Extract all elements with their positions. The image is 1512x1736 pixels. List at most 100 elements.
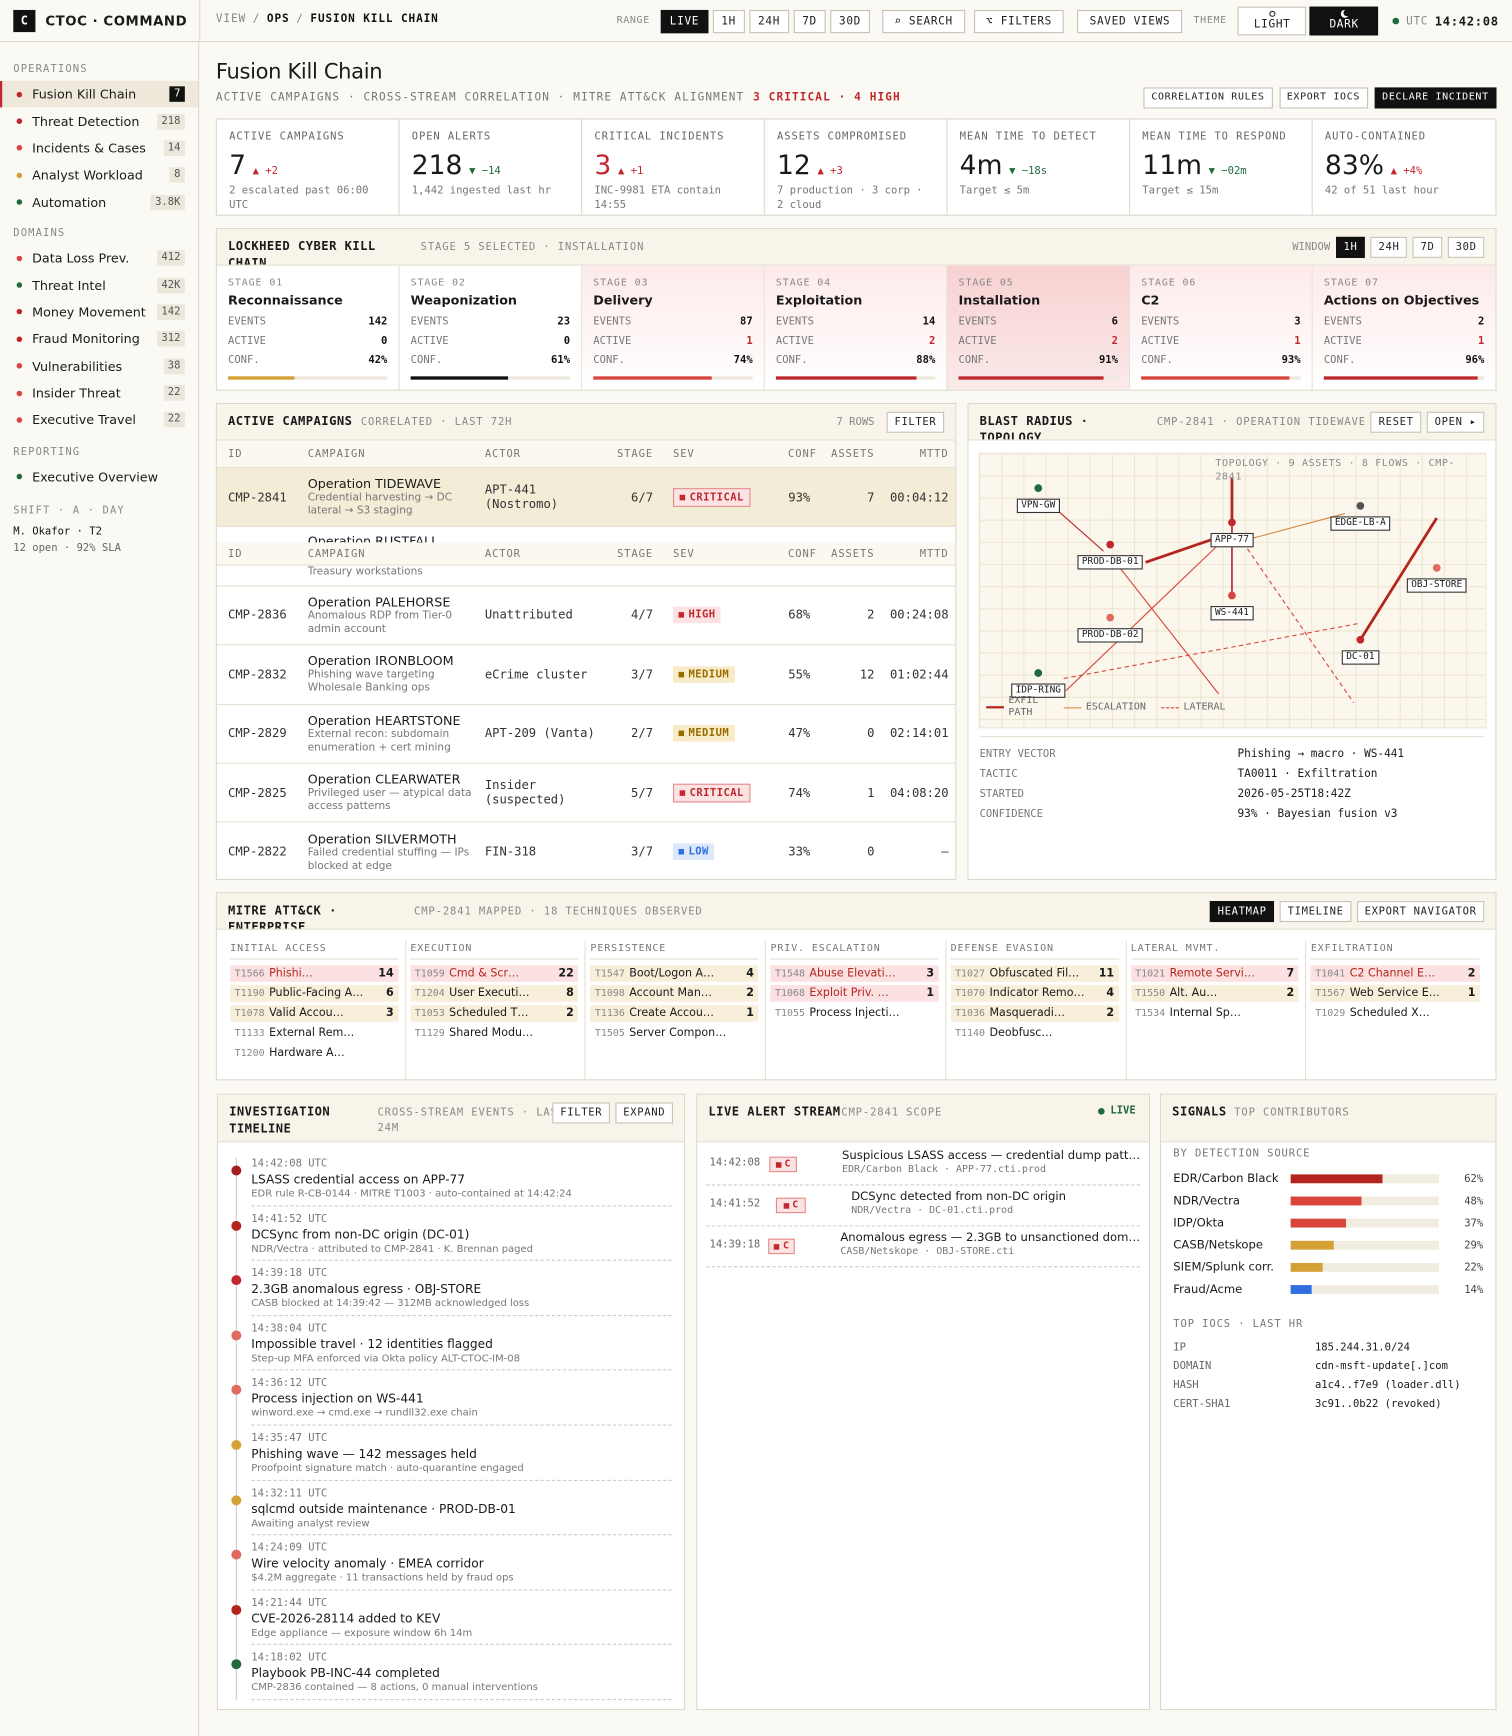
kpi-delta: ▼ −14 [469,164,501,178]
stage-card[interactable]: STAGE 02 Weaponization EVENTS 23 ACTIVE 0 CONF… [400,265,583,390]
technique[interactable]: T1098 Account Man… 2 [590,985,759,1002]
range-button[interactable]: LIVE [660,9,708,33]
range-button[interactable]: 30D [830,9,870,33]
nav-item[interactable]: Money Movement 142 [0,299,198,326]
topology-button[interactable]: RESET [1370,411,1422,433]
window-button[interactable]: 24H [1370,236,1408,258]
event-time: 14:32:11 UTC [251,1487,328,1500]
window-button[interactable]: 30D [1447,236,1485,258]
technique[interactable]: T1059 Cmd & Scr… 22 [410,965,579,982]
action-button[interactable]: EXPORT IOCS [1278,87,1368,109]
technique[interactable]: T1055 Process Injecti… [771,1005,939,1022]
timeline-button[interactable]: EXPAND [615,1102,673,1124]
alert-row[interactable]: 14:39:18 C Anomalous egress — 2.3GB to uns… [706,1226,1141,1268]
nav-item[interactable]: Threat Detection 218 [0,108,198,135]
technique[interactable]: T1200 Hardware A… [230,1045,398,1062]
nav-item[interactable]: Automation 3.8K [0,189,198,216]
table-row[interactable]: CMP-2829 Operation HEARTSTONE External rec… [216,705,956,764]
nav-item[interactable]: Incidents & Cases 14 [0,135,198,162]
topology-button[interactable]: OPEN ▸ [1426,411,1485,433]
table-row[interactable]: Operation RUSTFALL Treasury workstations I… [216,527,956,587]
range-button[interactable]: 7D [793,9,826,33]
saved-views-button[interactable]: SAVED VIEWS [1077,9,1183,33]
technique[interactable]: T1550 Alt. Au… 2 [1130,985,1299,1002]
stage-card[interactable]: STAGE 07 Actions on Objectives EVENTS 2 ACTI… [1312,265,1496,390]
search-button[interactable]: ⌕ SEARCH [882,9,966,33]
action-button[interactable]: DECLARE INCIDENT [1374,87,1497,109]
nav-label: Vulnerabilities [32,358,123,374]
technique[interactable]: T1534 Internal Sp… [1131,1005,1299,1022]
technique[interactable]: T1204 User Executi… 8 [410,985,579,1002]
range-button[interactable]: 1H [712,9,745,33]
signal-name: CASB/Netskope [1173,1238,1264,1252]
metric-label: CONF. [1141,354,1173,367]
stage-card[interactable]: STAGE 03 Delivery EVENTS 87 ACTIVE 1 CONF. 74% [582,265,765,390]
nav-item[interactable]: Threat Intel 42K [0,272,198,299]
table-row[interactable]: CMP-2822 Operation SILVERMOTH Failed crede… [217,823,955,879]
crumb[interactable]: OPS [266,13,290,26]
campaign-cell: Operation IRONBLOOM Phishing wave targeti… [308,653,485,695]
table-row[interactable]: CMP-2825 Operation CLEARWATER Privileged u… [216,764,956,823]
brand-name: CTOC · COMMAND [45,13,188,29]
tactic-name: EXECUTION [410,941,579,960]
table-row[interactable]: CMP-2832 Operation IRONBLOOM Phishing wave… [216,646,956,705]
mitre-button[interactable]: EXPORT NAVIGATOR [1356,901,1485,923]
theme-button[interactable]: LIGHT [1237,6,1307,36]
theme-button[interactable]: DARK [1309,6,1379,36]
nav-dot [16,91,23,98]
alert-row[interactable]: 14:42:08 C Suspicious LSASS access — crede… [706,1145,1141,1186]
nav-item[interactable]: Executive Travel 22 [0,407,198,434]
filter-button[interactable]: FILTER [886,411,945,433]
technique[interactable]: T1140 Deobfusc… [951,1025,1119,1042]
technique[interactable]: T1078 Valid Accou… 3 [230,1005,399,1022]
stage-card[interactable]: STAGE 01 Reconnaissance EVENTS 142 ACTIVE 0 CO… [217,265,400,390]
nav-item[interactable]: Executive Overview [0,463,198,490]
technique[interactable]: T1136 Create Accou… 1 [590,1005,759,1022]
technique[interactable]: T1505 Server Compon… [590,1025,758,1042]
nav-item[interactable]: Data Loss Prev. 412 [0,245,198,272]
technique[interactable]: T1027 Obfuscated Fil… 11 [950,965,1119,982]
nav-item[interactable]: Insider Threat 22 [0,380,198,407]
timeline-button[interactable]: FILTER [552,1102,610,1124]
technique[interactable]: T1547 Boot/Logon A… 4 [590,965,759,982]
nav-item[interactable]: Vulnerabilities 38 [0,353,198,380]
technique[interactable]: T1133 External Rem… [230,1025,398,1042]
technique[interactable]: T1021 Remote Servi… 7 [1130,965,1299,982]
technique-name: External Rem… [269,1027,355,1040]
technique[interactable]: T1068 Exploit Priv. … 1 [770,985,939,1002]
panel-subtitle: CROSS-STREAM EVENTS · LAST 24M [377,1106,566,1135]
action-button[interactable]: CORRELATION RULES [1143,87,1273,109]
nav-label: Data Loss Prev. [32,250,130,266]
technique[interactable]: T1566 Phishi… 14 [230,965,399,982]
moon-icon [1340,9,1349,18]
stage-card[interactable]: STAGE 06 C2 EVENTS 3 ACTIVE 1 CONF. 93% [1130,265,1313,390]
mitre-button[interactable]: HEATMAP [1209,901,1275,923]
crumb[interactable]: VIEW [215,13,247,26]
technique[interactable]: T1548 Abuse Elevati… 3 [770,965,939,982]
filters-button[interactable]: ⌥ FILTERS [973,9,1065,33]
window-button[interactable]: 1H [1335,236,1366,258]
technique[interactable]: T1070 Indicator Remo… 4 [950,985,1119,1002]
range-button[interactable]: 24H [749,9,789,33]
stage-card[interactable]: STAGE 04 Exploitation EVENTS 14 ACTIVE 2 CONF.… [764,265,948,390]
stage-card[interactable]: STAGE 05 Installation EVENTS 6 ACTIVE 2 CONF. 9… [947,265,1131,390]
alert-row[interactable]: 14:41:52 C DCSync detected from non-DC ori… [706,1185,1141,1227]
nav-item[interactable]: Fusion Kill Chain 7 [0,80,199,108]
window-label: WINDOW [1292,241,1331,254]
nav-item[interactable]: Fraud Monitoring 312 [0,326,198,353]
technique[interactable]: T1029 Scheduled X… [1311,1005,1480,1022]
technique[interactable]: T1036 Masqueradi… 2 [950,1005,1119,1022]
asset-node [1228,591,1236,600]
technique[interactable]: T1041 C2 Channel E… 2 [1310,965,1480,982]
technique[interactable]: T1190 Public-Facing A… 6 [230,985,399,1002]
technique[interactable]: T1129 Shared Modu… [410,1025,578,1042]
technique[interactable]: T1567 Web Service E… 1 [1310,985,1480,1002]
table-row[interactable]: CMP-2841 Operation TIDEWAVE Credential har… [216,468,956,528]
mitre-button[interactable]: TIMELINE [1279,901,1352,923]
crumb[interactable]: FUSION KILL CHAIN [310,13,439,26]
window-button[interactable]: 7D [1412,236,1443,258]
nav-label: Fusion Kill Chain [32,86,137,103]
nav-item[interactable]: Analyst Workload 8 [0,162,198,189]
table-row[interactable]: CMP-2836 Operation PALEHORSE Anomalous RDP… [216,586,956,646]
technique[interactable]: T1053 Scheduled T… 2 [410,1005,579,1022]
